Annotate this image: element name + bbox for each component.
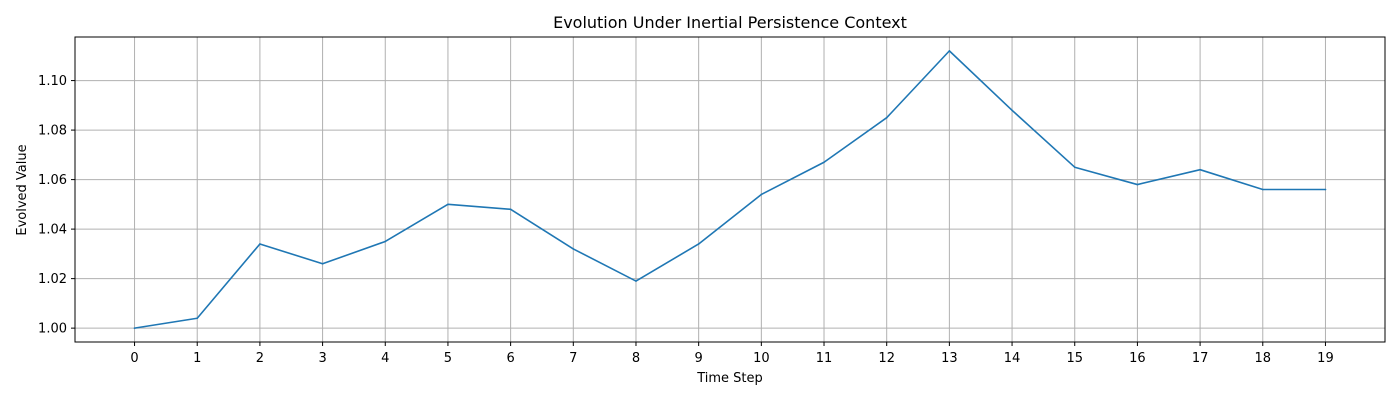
data-point <box>133 327 136 329</box>
y-tick-label: 1.08 <box>38 124 67 139</box>
data-point <box>509 208 512 211</box>
series-layer <box>133 50 1327 329</box>
x-tick-label: 12 <box>878 351 895 366</box>
data-point <box>196 317 199 320</box>
x-tick-label: 13 <box>941 351 958 366</box>
data-point <box>1011 109 1013 112</box>
chart-title: Evolution Under Inertial Persistence Con… <box>553 13 907 32</box>
x-tick-label: 7 <box>569 351 577 366</box>
data-point <box>1261 188 1264 191</box>
y-tick-label: 1.02 <box>38 272 67 287</box>
data-point <box>697 243 700 245</box>
x-tick-label: 19 <box>1317 351 1334 366</box>
data-point <box>321 262 324 265</box>
x-tick-label: 4 <box>381 351 389 366</box>
data-point <box>384 240 387 243</box>
x-tick-label: 14 <box>1004 351 1021 366</box>
x-tick-label: 18 <box>1255 351 1272 366</box>
x-tick-label: 9 <box>695 351 703 366</box>
series-line <box>133 50 1327 329</box>
data-point <box>885 116 888 119</box>
y-tick-label: 1.04 <box>38 223 67 238</box>
data-point <box>1073 166 1076 169</box>
x-tick-label: 5 <box>444 351 452 366</box>
x-tick-label: 10 <box>753 351 770 366</box>
x-tick-label: 16 <box>1129 351 1146 366</box>
data-point <box>948 50 951 52</box>
x-tick-label: 0 <box>130 351 138 366</box>
x-axis-title: Time Step <box>696 371 763 386</box>
y-axis-title: Evolved Value <box>15 144 30 235</box>
y-tick-label: 1.00 <box>38 322 67 337</box>
data-point <box>447 203 449 206</box>
data-point <box>760 193 763 196</box>
x-tick-label: 2 <box>256 351 264 366</box>
data-point <box>1324 188 1327 191</box>
data-point <box>572 248 575 250</box>
data-point <box>823 161 825 164</box>
data-point <box>1136 183 1139 186</box>
ticks: 0 1 2 3 4 5 6 7 8 9 10 11 12 13 14 15 16 17 18 191.001.021.… <box>38 74 1334 366</box>
data-point <box>259 243 261 245</box>
x-tick-label: 15 <box>1066 351 1083 366</box>
x-tick-label: 1 <box>193 351 201 366</box>
x-tick-label: 6 <box>506 351 514 366</box>
grid <box>75 37 1385 342</box>
x-tick-label: 8 <box>632 351 640 366</box>
x-tick-label: 3 <box>318 351 326 366</box>
y-tick-label: 1.10 <box>38 74 67 89</box>
x-tick-label: 11 <box>816 351 833 366</box>
x-tick-label: 17 <box>1192 351 1209 366</box>
data-point <box>635 280 637 282</box>
plot-frame <box>74 36 1386 343</box>
data-point <box>1199 168 1201 171</box>
y-tick-label: 1.06 <box>38 173 67 188</box>
